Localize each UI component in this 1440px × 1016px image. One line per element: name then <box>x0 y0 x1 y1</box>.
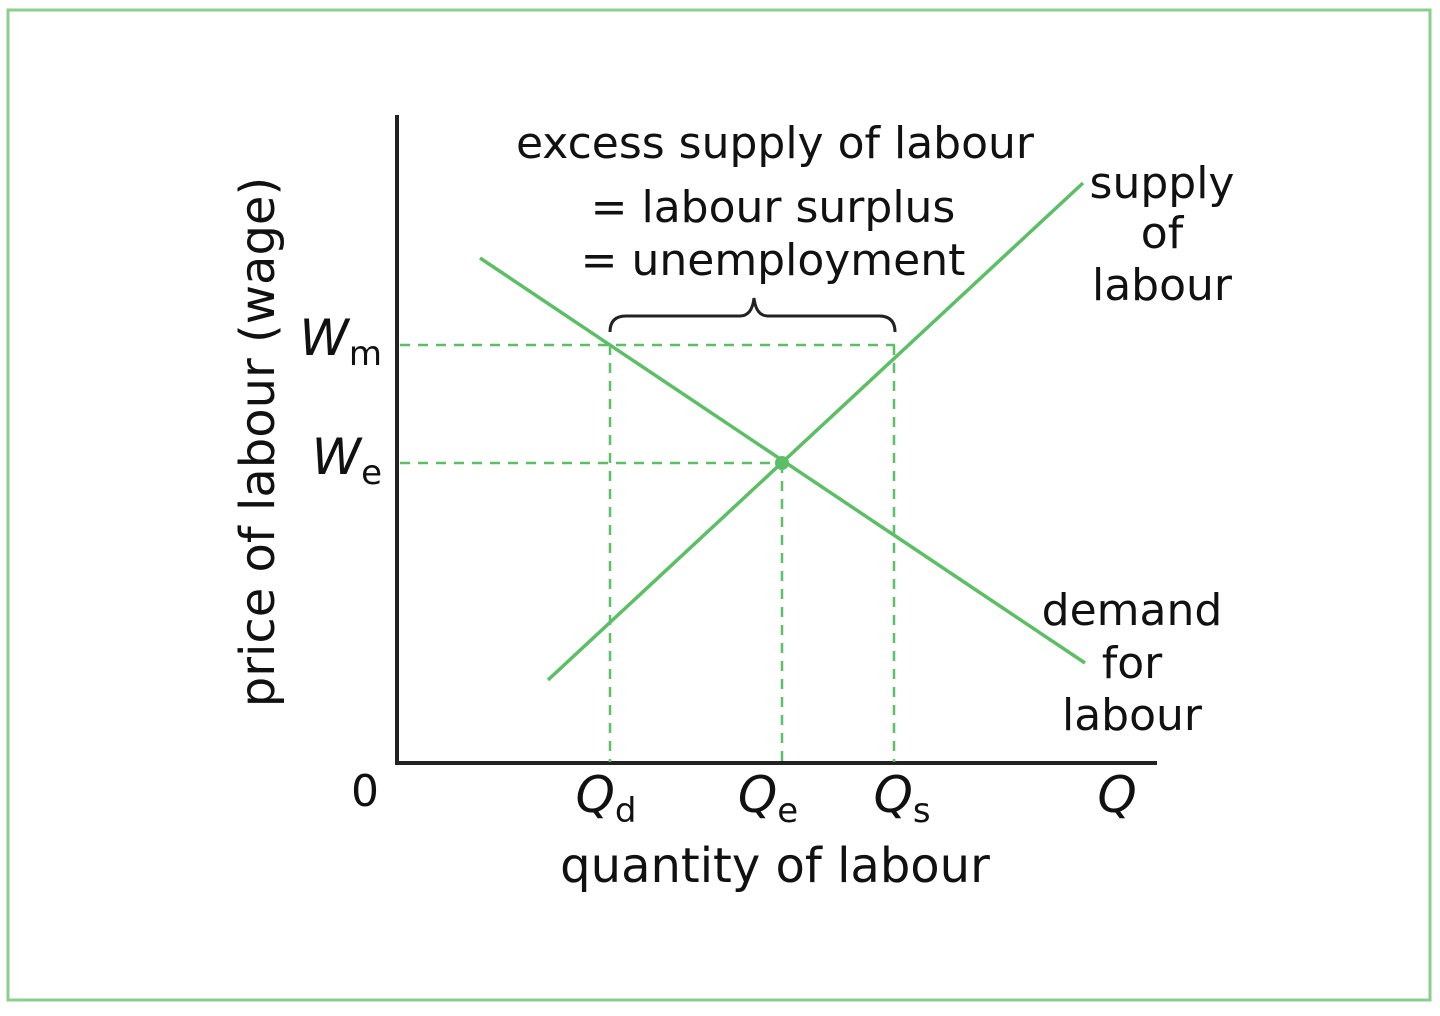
equilibrium-point <box>775 456 789 470</box>
wage-min-symbol: W <box>299 309 350 367</box>
surplus-equals-surplus: = labour surplus <box>591 182 956 233</box>
q-demand-subscript: d <box>615 791 637 831</box>
surplus-title: excess supply of labour <box>516 118 1035 169</box>
q-demand-label: Qd <box>576 766 637 831</box>
demand-label-line1: demand <box>1042 585 1223 636</box>
x-axis-label: quantity of labour <box>560 838 990 894</box>
surplus-equals-unemployment: = unemployment <box>581 235 966 286</box>
surplus-brace <box>608 297 897 333</box>
origin-label: 0 <box>351 766 379 817</box>
y-axis-label: price of labour (wage) <box>230 177 286 707</box>
supply-label-line1: supply <box>1090 158 1235 209</box>
q-supply-subscript: s <box>913 791 931 831</box>
wage-min-subscript: m <box>349 334 382 374</box>
q-supply-label: Qs <box>873 766 930 831</box>
q-eq-symbol: Q <box>738 766 777 824</box>
demand-label-line2: for <box>1102 638 1163 689</box>
wage-eq-label: We <box>312 428 382 493</box>
q-supply-symbol: Q <box>873 766 912 824</box>
guide-lines <box>400 343 896 762</box>
supply-label-line2: of <box>1141 208 1185 259</box>
supply-label-line3: labour <box>1092 260 1233 311</box>
supply-curve <box>546 181 1085 682</box>
wage-min-label: Wm <box>299 309 382 374</box>
wage-eq-subscript: e <box>361 453 382 493</box>
x-end-label: Q <box>1097 766 1136 824</box>
demand-label-line3: labour <box>1062 690 1203 741</box>
diagram-border <box>6 8 1432 1002</box>
q-eq-subscript: e <box>777 791 798 831</box>
q-demand-symbol: Q <box>576 766 615 824</box>
q-eq-label: Qe <box>738 766 798 831</box>
wage-eq-symbol: W <box>312 428 363 486</box>
